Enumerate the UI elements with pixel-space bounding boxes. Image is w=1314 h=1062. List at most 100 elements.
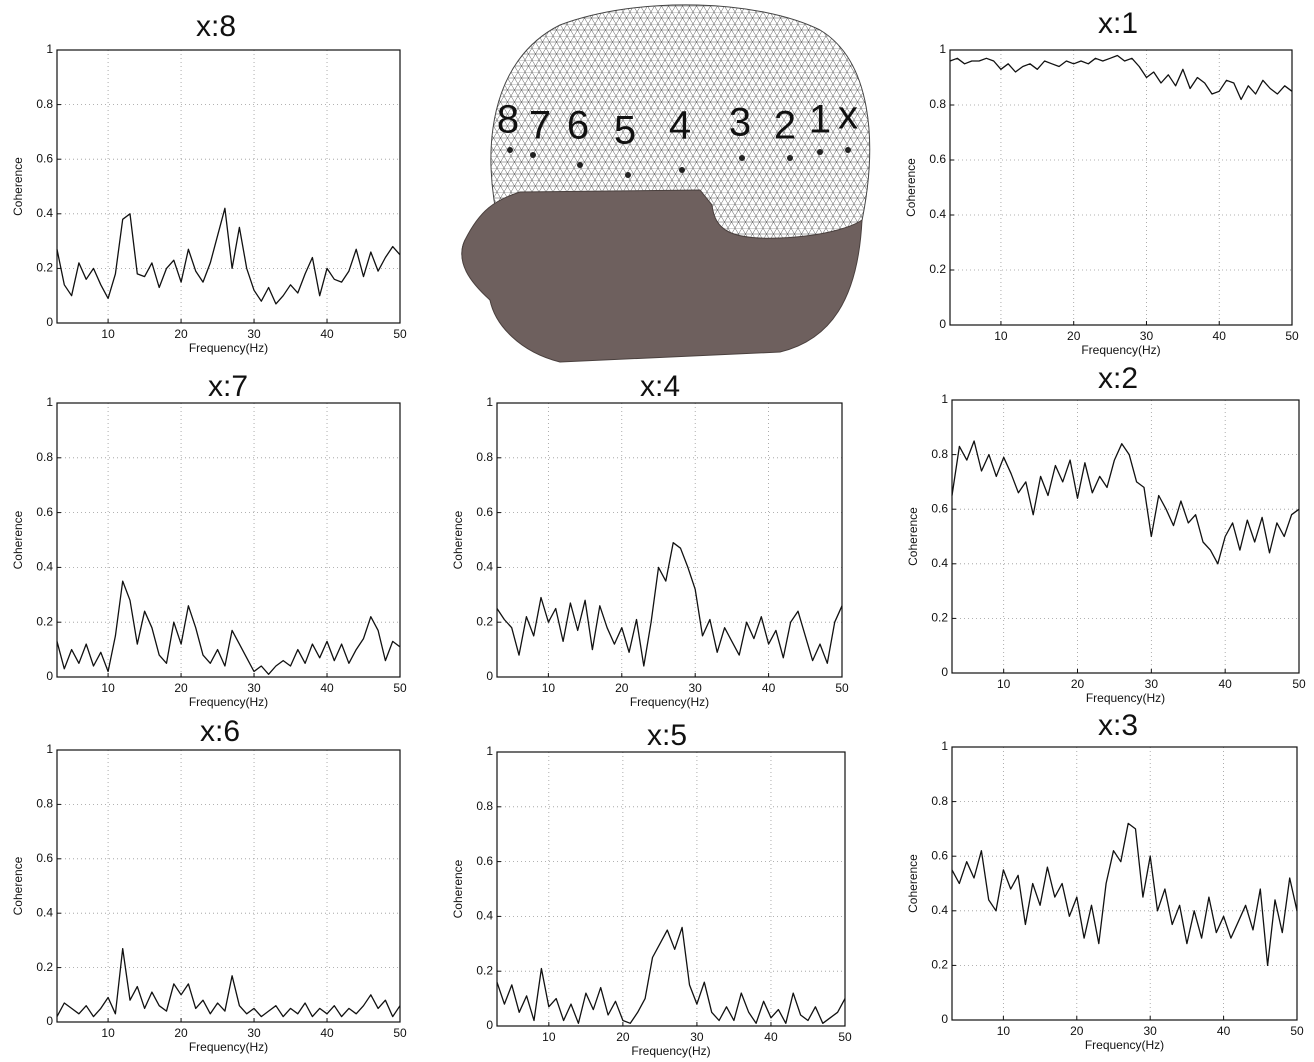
x-tick-label: 50 [838, 1030, 852, 1044]
y-tick-label: 0.8 [931, 794, 948, 808]
y-tick-label: 1 [46, 42, 53, 56]
y-tick-label: 0.4 [36, 560, 53, 574]
x-axis-label: Frequency(Hz) [1085, 1038, 1164, 1052]
y-tick-label: 0.2 [36, 261, 53, 275]
x-tick-label: 40 [1213, 329, 1227, 343]
x-tick-label: 10 [997, 677, 1011, 691]
coherence-line [949, 54, 1293, 101]
coherence-panel: x:5 0 0.2 0.4 0.6 0.8 1 10 20 30 40 50 Frequency(Hz)… [451, 719, 852, 1058]
x-tick-label: 30 [247, 681, 261, 695]
x-tick-label: 10 [101, 327, 115, 341]
coherence-line [56, 947, 401, 1018]
plot-frame [56, 749, 401, 1023]
x-tick-label: 10 [542, 681, 556, 695]
y-tick-label: 0.8 [931, 447, 948, 461]
panel-title: x:4 [640, 370, 680, 403]
plot-frame [496, 751, 846, 1027]
plot-frame [951, 399, 1300, 674]
electrode-label: 1 [809, 98, 831, 142]
y-tick-label: 0 [486, 1018, 493, 1032]
x-tick-label: 50 [1292, 677, 1306, 691]
panel-title: x:5 [647, 719, 687, 752]
y-axis-label: Coherence [11, 856, 25, 915]
electrode-label: 6 [567, 104, 589, 148]
x-tick-label: 50 [1290, 1024, 1304, 1038]
y-tick-label: 0.4 [36, 905, 53, 919]
y-axis-label: Coherence [11, 157, 25, 216]
y-tick-label: 0.4 [476, 909, 493, 923]
electrode-label: 4 [669, 104, 691, 148]
coherence-panel: x:8 0 0.2 0.4 0.6 0.8 1 10 20 30 40 50 Frequency(Hz)… [11, 10, 407, 355]
y-tick-label: 0.8 [36, 450, 53, 464]
x-tick-label: 40 [320, 1026, 334, 1040]
coherence-line [56, 207, 401, 305]
plot-frame [496, 402, 843, 678]
y-axis-label: Coherence [11, 510, 25, 569]
electrode-label: 7 [529, 104, 551, 148]
y-axis-label: Coherence [451, 510, 465, 569]
x-tick-label: 30 [1144, 1024, 1158, 1038]
electrode-label: x [838, 94, 858, 138]
x-tick-label: 10 [101, 681, 115, 695]
y-tick-label: 0.2 [36, 960, 53, 974]
x-tick-label: 10 [101, 1026, 115, 1040]
x-axis-label: Frequency(Hz) [1086, 691, 1165, 705]
y-tick-label: 0.2 [929, 262, 946, 276]
coherence-line [951, 822, 1298, 967]
plot-frame [951, 746, 1298, 1021]
y-tick-label: 0.6 [931, 848, 948, 862]
x-tick-label: 40 [1218, 677, 1232, 691]
x-tick-label: 40 [1217, 1024, 1231, 1038]
head-illustration [461, 4, 871, 363]
y-tick-label: 0.4 [929, 207, 946, 221]
x-tick-label: 20 [1070, 1024, 1084, 1038]
y-tick-label: 0 [941, 665, 948, 679]
coherence-panel: x:3 0 0.2 0.4 0.6 0.8 1 10 20 30 40 50 Frequency(Hz)… [906, 709, 1304, 1052]
y-tick-label: 0 [46, 669, 53, 683]
coherence-line [496, 542, 843, 667]
coherence-line [951, 440, 1300, 565]
coherence-line [56, 580, 401, 675]
plot-frame [949, 49, 1293, 326]
x-axis-label: Frequency(Hz) [189, 1040, 268, 1054]
x-tick-label: 50 [393, 681, 407, 695]
panel-title: x:1 [1098, 7, 1138, 40]
x-tick-label: 50 [835, 681, 849, 695]
y-tick-label: 0.8 [929, 97, 946, 111]
y-tick-label: 0.2 [476, 614, 493, 628]
y-tick-label: 0.4 [931, 556, 948, 570]
y-tick-label: 0.2 [931, 958, 948, 972]
x-tick-label: 50 [1285, 329, 1299, 343]
y-tick-label: 0 [941, 1012, 948, 1026]
y-tick-label: 1 [46, 742, 53, 756]
x-tick-label: 20 [174, 1026, 188, 1040]
y-tick-label: 0.2 [931, 611, 948, 625]
x-tick-label: 40 [320, 327, 334, 341]
y-tick-label: 0.8 [476, 799, 493, 813]
x-tick-label: 40 [762, 681, 776, 695]
y-tick-label: 0.4 [36, 206, 53, 220]
y-tick-label: 0.6 [929, 152, 946, 166]
electrode-label: 2 [774, 104, 796, 148]
x-tick-label: 40 [764, 1030, 778, 1044]
plot-frame [56, 402, 401, 678]
x-tick-label: 20 [1067, 329, 1081, 343]
y-tick-label: 0.8 [476, 450, 493, 464]
x-tick-label: 10 [994, 329, 1008, 343]
x-tick-label: 30 [247, 327, 261, 341]
electrode-label: 3 [729, 101, 751, 145]
electrode-label: 5 [614, 109, 636, 153]
x-tick-label: 10 [542, 1030, 556, 1044]
x-tick-label: 20 [616, 1030, 630, 1044]
x-tick-label: 30 [247, 1026, 261, 1040]
y-tick-label: 0.6 [476, 505, 493, 519]
y-tick-label: 0 [939, 317, 946, 331]
y-axis-label: Coherence [904, 158, 918, 217]
coherence-panel: x:1 0 0.2 0.4 0.6 0.8 1 10 20 30 40 50 Frequency(Hz)… [904, 7, 1299, 357]
x-axis-label: Frequency(Hz) [1081, 343, 1160, 357]
x-tick-label: 30 [1145, 677, 1159, 691]
y-tick-label: 0 [486, 669, 493, 683]
y-axis-label: Coherence [906, 507, 920, 566]
coherence-line [496, 926, 846, 1024]
